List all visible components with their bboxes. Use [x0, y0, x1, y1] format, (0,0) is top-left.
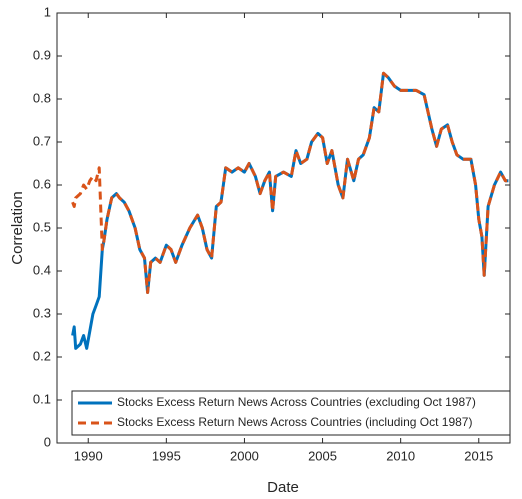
plot-frame: [56, 12, 511, 444]
y-tick-label: 0: [44, 434, 51, 449]
y-tick-label: 0.2: [33, 348, 51, 363]
y-tick-label: 0.3: [33, 305, 51, 320]
y-tick-label: 0.5: [33, 219, 51, 234]
y-tick-label: 1: [44, 4, 51, 19]
x-tick-label: 2000: [230, 448, 259, 463]
y-tick-label: 0.8: [33, 90, 51, 105]
series-line: [71, 71, 509, 350]
x-axis-label: Date: [267, 479, 299, 496]
x-tick-label: 2005: [308, 448, 337, 463]
legend-box: [71, 390, 511, 436]
y-tick-label: 0.4: [33, 262, 51, 277]
y-tick-label: 0.1: [33, 391, 51, 406]
y-axis-label: Correlation: [9, 191, 26, 264]
y-tick-label: 0.9: [33, 47, 51, 62]
series-line: [71, 71, 509, 294]
legend-label: Stocks Excess Return News Across Countri…: [117, 415, 472, 429]
x-tick-label: 1995: [152, 448, 181, 463]
x-tick-label: 2015: [464, 448, 493, 463]
x-tick-label: 1990: [74, 448, 103, 463]
x-tick-label: 2010: [386, 448, 415, 463]
y-tick-label: 0.6: [33, 176, 51, 191]
legend-label: Stocks Excess Return News Across Countri…: [117, 395, 476, 409]
y-tick-label: 0.7: [33, 133, 51, 148]
